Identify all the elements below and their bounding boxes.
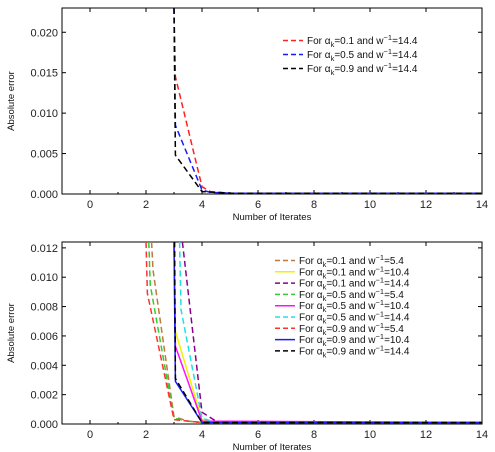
x-tick-label: 12 (420, 199, 432, 211)
legend-label: For αk=0.9 and w−1=14.4 (307, 61, 418, 77)
series-group (145, 242, 482, 424)
y-tick-label: 0.000 (30, 189, 58, 201)
x-tick-label: 8 (311, 429, 317, 441)
y-tick-label: 0.020 (30, 27, 58, 39)
y-tick-label: 0.010 (30, 272, 58, 284)
x-tick-label: 2 (143, 199, 149, 211)
y-tick-label: 0.000 (30, 419, 58, 431)
legend-label: For αk=0.1 and w−1=10.4 (299, 264, 410, 280)
x-tick-label: 10 (364, 199, 376, 211)
chart-panel-1: 0 2 4 6 8 10 12 14 0.000 0.005 0.010 0.015 0.020 Numb… (6, 7, 488, 223)
x-axis-label: Number of Iterates (233, 212, 312, 223)
y-tick-label: 0.015 (30, 68, 58, 80)
legend-label: For αk=0.9 and w−1=14.4 (299, 343, 410, 359)
y-tick-label: 0.002 (30, 390, 58, 402)
y-tick-label: 0.008 (30, 302, 58, 314)
x-axis-label: Number of Iterates (233, 442, 312, 452)
y-tick-label: 0.006 (30, 331, 58, 343)
x-tick-label: 0 (87, 429, 93, 441)
y-tick-label: 0.012 (30, 243, 58, 255)
legend-label: For αk=0.9 and w−1=10.4 (299, 332, 410, 348)
x-tick-label: 14 (476, 199, 488, 211)
x-tick-label: 2 (143, 429, 149, 441)
legend-label: For αk=0.1 and w−1=14.4 (307, 33, 418, 49)
x-tick-label: 8 (311, 199, 317, 211)
series-line-9 (173, 242, 482, 424)
legend-label: For αk=0.5 and w−1=14.4 (307, 47, 418, 63)
y-tick-label: 0.004 (30, 360, 58, 372)
x-tick-label: 12 (420, 429, 432, 441)
x-tick-label: 4 (199, 199, 205, 211)
y-tick-label: 0.010 (30, 108, 58, 120)
legend-label: For αk=0.1 and w−1=5.4 (299, 253, 404, 269)
series-line-7 (145, 242, 482, 424)
y-tick-label: 0.005 (30, 149, 58, 161)
y-axis-label: Absolute error (6, 71, 17, 131)
plot-frame (61, 241, 483, 425)
series-line-3 (173, 8, 482, 194)
legend-label: For αk=0.9 and w−1=5.4 (299, 321, 404, 337)
x-tick-label: 14 (476, 429, 488, 441)
x-tick-label: 4 (199, 429, 205, 441)
plot-frame (61, 7, 483, 195)
legend-label: For αk=0.5 and w−1=5.4 (299, 287, 404, 303)
x-tick-label: 0 (87, 199, 93, 211)
y-axis-label: Absolute error (6, 303, 17, 363)
legend-label: For αk=0.5 and w−1=14.4 (299, 310, 410, 326)
x-tick-label: 6 (255, 429, 261, 441)
chart-panel-2: 0 2 4 6 8 10 12 14 0.000 0.002 0.004 0.006 0.008 0.01… (6, 241, 488, 452)
series-group (173, 8, 482, 194)
legend-label: For αk=0.1 and w−1=14.4 (299, 276, 410, 292)
legend-label: For αk=0.5 and w−1=10.4 (299, 298, 410, 314)
series-line-4 (148, 242, 482, 424)
x-tick-label: 6 (255, 199, 261, 211)
x-tick-label: 10 (364, 429, 376, 441)
